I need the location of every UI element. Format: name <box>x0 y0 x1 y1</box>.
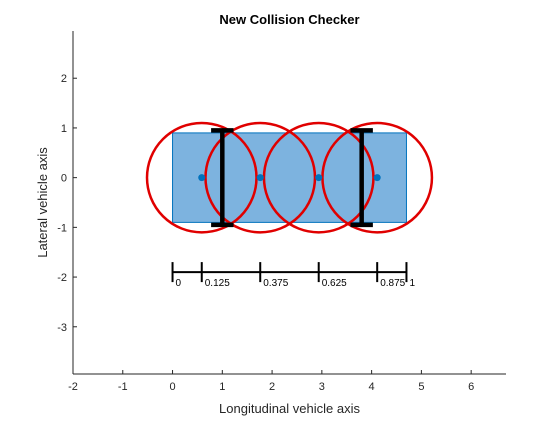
y-tick-label: -2 <box>57 272 67 284</box>
plot-area: -2 -1 0 1 2 3 4 5 6 2 1 0 -1 -2 -3 0 0.125 0.375 0.625 0.87… <box>57 31 506 393</box>
y-tick-label: 1 <box>61 123 67 135</box>
x-tick-label: 1 <box>219 381 225 393</box>
x-tick-label: -1 <box>118 381 128 393</box>
circle-center-point <box>373 174 381 182</box>
x-tick-label: 0 <box>169 381 175 393</box>
x-tick-label: 4 <box>369 381 375 393</box>
axle-bracket <box>211 128 234 228</box>
ruler-label: 1 <box>409 278 415 289</box>
y-tick-label: -1 <box>57 222 67 234</box>
ruler-label: 0.375 <box>263 278 288 289</box>
collision-circle <box>204 121 317 234</box>
ruler-label: 0 <box>176 278 182 289</box>
x-tick-label: 6 <box>468 381 474 393</box>
circle-center-point <box>198 174 206 182</box>
ruler-label: 0.875 <box>380 278 405 289</box>
collision-circle <box>262 121 375 234</box>
circle-center-point <box>315 174 323 182</box>
y-axis-label: Lateral vehicle axis <box>35 147 50 258</box>
circle-center-point <box>256 174 264 182</box>
x-axis-label: Longitudinal vehicle axis <box>219 401 360 416</box>
collision-circle <box>321 121 434 234</box>
x-tick-label: 2 <box>269 381 275 393</box>
x-tick-label: 5 <box>418 381 424 393</box>
y-tick-label: 0 <box>61 173 67 185</box>
chart-title: New Collision Checker <box>219 12 359 27</box>
axle-bracket <box>350 128 373 228</box>
y-tick-label: -3 <box>57 322 67 334</box>
y-tick-label: 2 <box>61 73 67 85</box>
x-tick-label: 3 <box>319 381 325 393</box>
collision-circle <box>145 121 258 234</box>
vehicle-rect <box>172 132 407 223</box>
ruler-label: 0.125 <box>205 278 230 289</box>
x-tick-label: -2 <box>68 381 78 393</box>
ruler-label: 0.625 <box>322 278 347 289</box>
